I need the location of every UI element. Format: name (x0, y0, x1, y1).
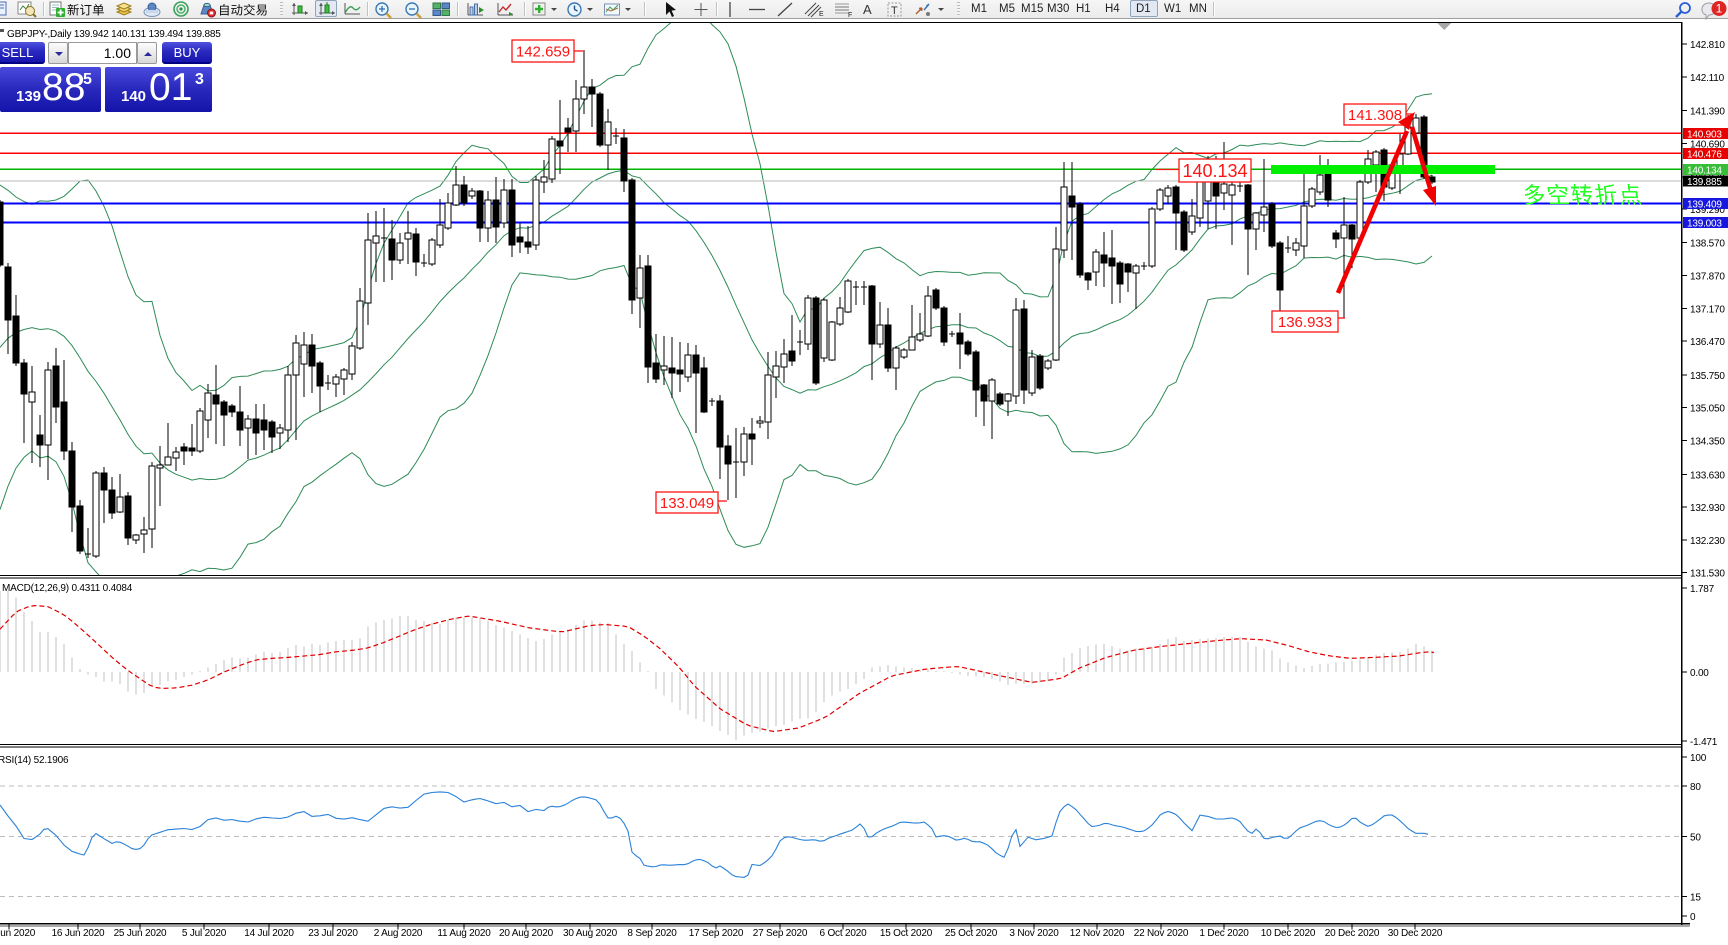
svg-text:136.470: 136.470 (1690, 337, 1725, 348)
svg-text:142.110: 142.110 (1690, 73, 1725, 84)
svg-text:10 Dec 2020: 10 Dec 2020 (1261, 928, 1316, 939)
svg-text:T: T (891, 5, 898, 17)
svg-text:50: 50 (1690, 832, 1701, 843)
svg-text:20 Dec 2020: 20 Dec 2020 (1325, 928, 1380, 939)
svg-text:133.049: 133.049 (660, 495, 714, 512)
svg-text:131.530: 131.530 (1690, 569, 1725, 580)
svg-text:140.134: 140.134 (1182, 161, 1247, 181)
svg-text:139.409: 139.409 (1687, 199, 1722, 210)
svg-text:E: E (819, 11, 824, 18)
svg-text:141.308: 141.308 (1348, 107, 1402, 124)
svg-text:GBPJPY-,Daily 139.942 140.131: GBPJPY-,Daily 139.942 140.131 139.494 13… (7, 29, 221, 40)
svg-text:12 Nov 2020: 12 Nov 2020 (1070, 928, 1125, 939)
svg-text:F: F (848, 12, 852, 18)
svg-text:142.810: 142.810 (1690, 40, 1725, 51)
svg-text:132.930: 132.930 (1690, 503, 1725, 514)
svg-text:138.570: 138.570 (1690, 239, 1725, 250)
svg-text:1 Dec 2020: 1 Dec 2020 (1199, 928, 1249, 939)
svg-text:80: 80 (1690, 782, 1701, 793)
svg-text:140.476: 140.476 (1687, 149, 1722, 160)
svg-text:137.170: 137.170 (1690, 304, 1725, 315)
svg-text:0: 0 (1690, 912, 1696, 923)
svg-text:1: 1 (1716, 2, 1723, 16)
svg-text:-1.471: -1.471 (1690, 737, 1718, 748)
svg-text:136.933: 136.933 (1278, 314, 1332, 331)
svg-text:100: 100 (1690, 753, 1707, 764)
svg-text:140.690: 140.690 (1690, 139, 1725, 150)
svg-text:132.230: 132.230 (1690, 536, 1725, 547)
svg-text:135.050: 135.050 (1690, 404, 1725, 415)
svg-text:139.003: 139.003 (1687, 218, 1722, 229)
svg-text:27 Sep 2020: 27 Sep 2020 (753, 928, 808, 939)
svg-text:22 Nov 2020: 22 Nov 2020 (1134, 928, 1189, 939)
svg-text:139.290: 139.290 (1690, 205, 1725, 216)
svg-text:8 Sep 2020: 8 Sep 2020 (627, 928, 677, 939)
svg-text:RSI(14) 52.1906: RSI(14) 52.1906 (0, 755, 69, 766)
svg-text:141.390: 141.390 (1690, 107, 1725, 118)
svg-text:15: 15 (1690, 893, 1701, 904)
svg-text:140.903: 140.903 (1687, 129, 1722, 140)
svg-text:15 Oct 2020: 15 Oct 2020 (880, 928, 933, 939)
svg-text:14 Jul 2020: 14 Jul 2020 (244, 928, 294, 939)
svg-text:16 Jun 2020: 16 Jun 2020 (52, 928, 105, 939)
svg-text:2 Aug 2020: 2 Aug 2020 (374, 928, 423, 939)
svg-text:25 Oct 2020: 25 Oct 2020 (945, 928, 998, 939)
svg-text:30 Dec 2020: 30 Dec 2020 (1388, 928, 1443, 939)
svg-text:135.750: 135.750 (1690, 371, 1725, 382)
svg-text:0.00: 0.00 (1690, 668, 1709, 679)
svg-text:3 Nov 2020: 3 Nov 2020 (1009, 928, 1059, 939)
svg-text:17 Sep 2020: 17 Sep 2020 (689, 928, 744, 939)
svg-text:142.659: 142.659 (516, 43, 570, 60)
svg-text:139.885: 139.885 (1687, 177, 1722, 188)
svg-text:30 Aug 2020: 30 Aug 2020 (563, 928, 618, 939)
svg-text:20 Aug 2020: 20 Aug 2020 (499, 928, 554, 939)
svg-text:137.870: 137.870 (1690, 272, 1725, 283)
svg-text:134.350: 134.350 (1690, 437, 1725, 448)
svg-text:140.134: 140.134 (1687, 165, 1722, 176)
svg-text:MACD(12,26,9) 0.4311 0.4084: MACD(12,26,9) 0.4311 0.4084 (2, 583, 133, 594)
svg-text:133.630: 133.630 (1690, 470, 1725, 481)
svg-text:11 Aug 2020: 11 Aug 2020 (437, 928, 491, 939)
svg-text:11 Jun 2020: 11 Jun 2020 (0, 928, 36, 939)
svg-text:1.787: 1.787 (1690, 584, 1715, 595)
svg-text:5 Jul 2020: 5 Jul 2020 (182, 928, 227, 939)
svg-text:6 Oct 2020: 6 Oct 2020 (820, 928, 868, 939)
svg-text:25 Jun 2020: 25 Jun 2020 (114, 928, 167, 939)
svg-text:23 Jul 2020: 23 Jul 2020 (308, 928, 358, 939)
